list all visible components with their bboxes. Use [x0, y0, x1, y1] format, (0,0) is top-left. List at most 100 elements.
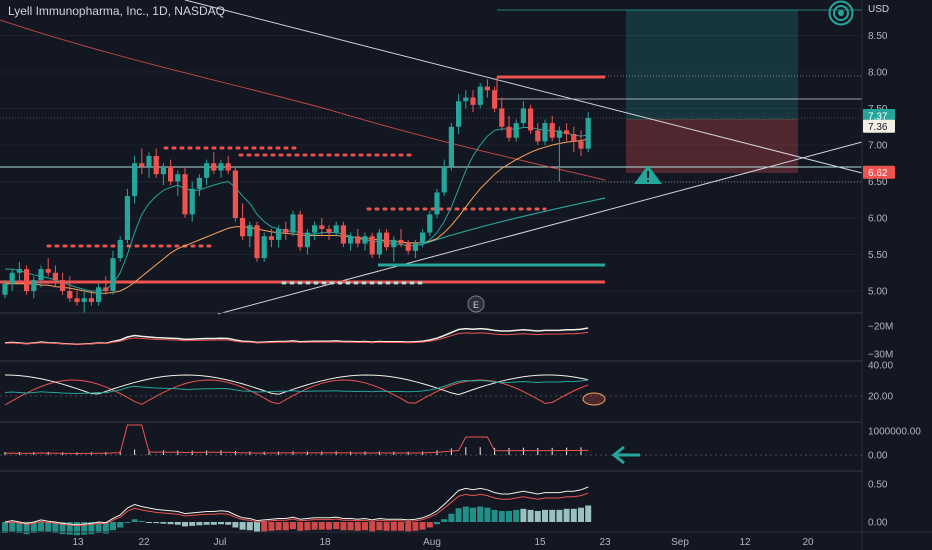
macd-bar — [578, 507, 584, 522]
macd-bar — [88, 522, 95, 535]
macd-bar — [275, 522, 282, 531]
macd-bar — [484, 507, 491, 522]
x-tick-label: 18 — [319, 537, 331, 548]
pane2-highlight — [582, 392, 606, 406]
macd-bar — [30, 522, 37, 533]
macd-bar — [131, 519, 138, 522]
candle — [492, 90, 498, 109]
candle — [556, 130, 562, 138]
descending-trendline[interactable] — [184, 0, 863, 174]
macd-bar — [297, 522, 304, 531]
pane2-green-line — [4, 379, 589, 395]
macd-bar — [549, 509, 556, 522]
candle — [103, 287, 109, 291]
candle — [319, 225, 325, 229]
macd-bar — [354, 522, 361, 531]
macd-bar — [124, 522, 131, 523]
macd-bar — [405, 522, 412, 532]
macd-bar — [441, 519, 448, 522]
candle — [160, 166, 166, 175]
candle — [448, 126, 454, 167]
chart-title: Lyell Immunopharma, Inc., 1D, NASDAQ — [8, 4, 225, 18]
macd-bar — [261, 522, 268, 532]
macd-bar — [189, 522, 196, 526]
candle — [290, 214, 296, 233]
candle — [376, 232, 382, 255]
macd-bar — [146, 522, 152, 523]
y-tick-label: 7.00 — [868, 141, 888, 152]
macd-bar — [585, 505, 592, 522]
y-tick-label: 6.00 — [868, 214, 888, 225]
candle — [542, 123, 548, 142]
candle — [88, 298, 94, 302]
candle — [369, 236, 375, 255]
macd-bar — [506, 511, 512, 522]
candle — [571, 134, 577, 142]
svg-text:E: E — [473, 300, 479, 310]
price-tag — [863, 108, 895, 122]
candle — [362, 236, 368, 244]
candle — [456, 101, 462, 127]
candle — [225, 163, 231, 171]
macd-bar — [246, 522, 253, 531]
macd-bar — [218, 522, 224, 525]
x-tick-label: Aug — [423, 537, 441, 548]
ma-long-line — [419, 197, 606, 246]
candlestick-series — [2, 79, 591, 313]
candle — [81, 298, 87, 302]
x-tick-label: 23 — [599, 537, 611, 548]
candle — [564, 130, 570, 135]
candle — [254, 225, 260, 259]
position-target-zone[interactable] — [626, 10, 798, 120]
macd-bar — [498, 511, 505, 522]
pane-scale-label: 1000000.00 — [868, 427, 921, 438]
macd-bar — [2, 522, 8, 533]
price-tag-label: 6.62 — [868, 168, 888, 179]
candle — [268, 236, 274, 240]
macd-bar — [102, 522, 109, 534]
candle — [9, 272, 15, 284]
macd-bar — [74, 522, 80, 536]
target-icon[interactable] — [828, 0, 854, 26]
candle — [506, 126, 512, 138]
candle — [340, 225, 346, 244]
candle — [74, 298, 80, 302]
candle — [2, 283, 8, 295]
pane-scale-label: 0.00 — [868, 451, 888, 462]
y-tick-label: 8.50 — [868, 31, 888, 42]
candle — [117, 239, 123, 259]
pane2-red-line — [4, 379, 589, 406]
macd-bar — [196, 522, 203, 526]
candle — [67, 291, 73, 299]
y-tick-label: 5.50 — [868, 250, 888, 261]
macd-bar — [398, 522, 404, 531]
candle — [470, 97, 476, 105]
ma-fast-line — [5, 126, 589, 292]
candle — [326, 228, 332, 233]
candle — [153, 155, 159, 175]
position-stop-zone[interactable] — [626, 119, 798, 173]
candle — [38, 269, 44, 281]
ma-slow-line — [5, 138, 589, 294]
candle — [477, 86, 483, 105]
ma-200-line — [0, 19, 606, 181]
earnings-icon[interactable]: E — [467, 295, 485, 313]
macd-bar — [455, 508, 462, 522]
candle — [578, 141, 584, 149]
candle — [196, 177, 202, 189]
candle — [528, 108, 534, 131]
candle — [31, 280, 37, 291]
candle — [261, 236, 267, 259]
price-tag — [863, 165, 895, 179]
macd-bar — [304, 522, 311, 531]
time-scale[interactable]: 13 22 Jul 18 Aug 15 23 Sep 12 20 — [72, 537, 814, 548]
macd-bar — [160, 522, 167, 524]
candle — [189, 188, 195, 215]
warning-icon[interactable] — [634, 165, 662, 184]
candle — [240, 218, 246, 237]
macd-bar — [38, 522, 44, 532]
ascending-trendline[interactable] — [217, 141, 863, 315]
macd-bar — [426, 522, 433, 528]
